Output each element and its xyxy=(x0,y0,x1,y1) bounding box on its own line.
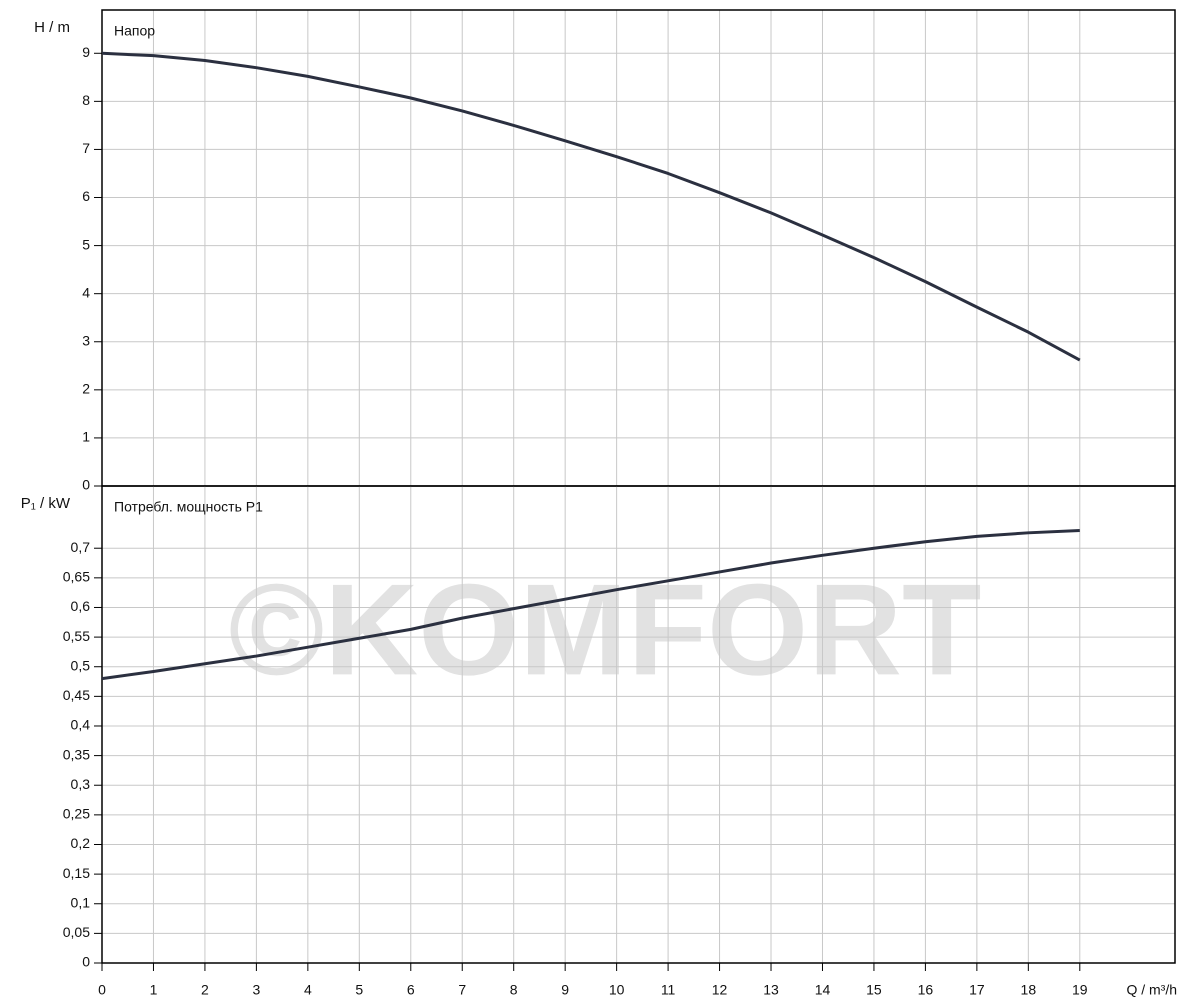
x-tick-label: 8 xyxy=(510,982,518,998)
y-tick-label: 0,65 xyxy=(63,569,90,585)
x-tick-label: 17 xyxy=(969,982,985,998)
curve xyxy=(101,51,1081,362)
y-tick-label: 8 xyxy=(82,92,90,108)
y-tick-label: 3 xyxy=(82,332,90,348)
x-tick-label: 10 xyxy=(609,982,625,998)
y-axis-label: H / m xyxy=(34,19,70,36)
y-tick-label: 0,5 xyxy=(71,657,91,673)
x-tick-label: 7 xyxy=(458,982,466,998)
curve xyxy=(101,528,1080,681)
x-tick-label: 11 xyxy=(661,982,676,998)
x-tick-label: 18 xyxy=(1021,982,1037,998)
y-tick-label: 0 xyxy=(82,477,90,493)
y-tick-label: 0,2 xyxy=(71,835,91,851)
x-tick-label: 16 xyxy=(918,982,934,998)
x-tick-label: 15 xyxy=(866,982,882,998)
x-tick-label: 13 xyxy=(763,982,779,998)
x-axis-label: Q / m³/h xyxy=(1126,982,1177,998)
y-tick-label: 0,25 xyxy=(63,806,90,822)
y-tick-label: 0,35 xyxy=(63,746,90,762)
x-tick-label: 5 xyxy=(355,982,363,998)
x-tick-label: 9 xyxy=(561,982,569,998)
y-axis-label: P₁ / kW xyxy=(21,495,71,512)
x-tick-label: 19 xyxy=(1072,982,1088,998)
x-tick-label: 6 xyxy=(407,982,415,998)
annotation: Напор xyxy=(114,23,155,39)
x-tick-label: 14 xyxy=(815,982,831,998)
x-tick-label: 1 xyxy=(150,982,158,998)
y-tick-label: 0,1 xyxy=(71,894,91,910)
y-tick-label: 5 xyxy=(82,236,90,252)
y-tick-label: 0 xyxy=(82,954,90,970)
plot-frame xyxy=(101,485,1176,964)
y-tick-label: 0,6 xyxy=(71,598,91,614)
watermark: ©KOMFORT xyxy=(229,556,982,702)
y-tick-label: 7 xyxy=(82,140,90,156)
plot-frame xyxy=(101,9,1176,487)
y-tick-label: 0,4 xyxy=(71,717,91,733)
y-tick-label: 0,15 xyxy=(63,865,90,881)
x-tick-label: 4 xyxy=(304,982,312,998)
y-tick-label: 0,45 xyxy=(63,687,90,703)
y-tick-label: 0,05 xyxy=(63,924,90,940)
x-tick-label: 0 xyxy=(98,982,106,998)
y-tick-label: 2 xyxy=(82,381,90,397)
x-tick-label: 2 xyxy=(201,982,209,998)
y-tick-label: 1 xyxy=(82,429,90,445)
x-tick-label: 12 xyxy=(712,982,728,998)
y-tick-label: 4 xyxy=(82,284,90,300)
y-tick-label: 9 xyxy=(82,44,90,60)
annotation: Потребл. мощность P1 xyxy=(114,499,263,515)
y-tick-label: 0,3 xyxy=(71,776,91,792)
x-tick-label: 3 xyxy=(252,982,260,998)
y-tick-label: 0,7 xyxy=(71,539,91,555)
y-tick-label: 6 xyxy=(82,188,90,204)
y-tick-label: 0,55 xyxy=(63,628,90,644)
